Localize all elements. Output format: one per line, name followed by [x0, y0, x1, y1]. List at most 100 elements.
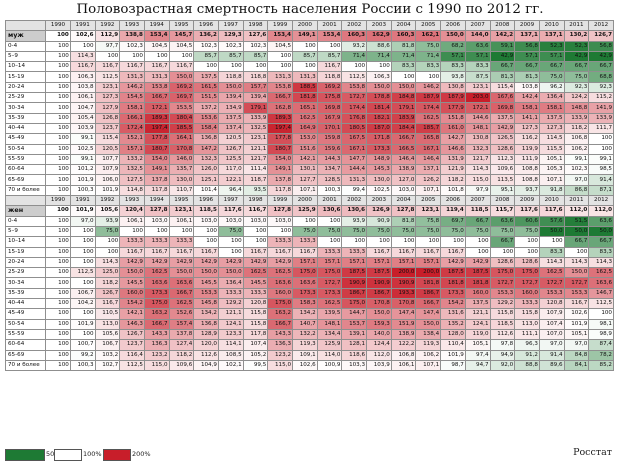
heatmap-cell: 180,5: [341, 122, 368, 135]
heatmap-cell: 162,5: [415, 112, 442, 124]
heatmap-cell: 175,0: [489, 267, 516, 279]
year-header-cell: 2009: [514, 19, 540, 32]
heatmap-cell: 131,6: [440, 308, 466, 320]
heatmap-cell: 184,8: [390, 92, 417, 104]
heatmap-cell: 167,1: [341, 143, 368, 155]
heatmap-cell: 145,5: [119, 277, 145, 289]
heatmap-cell: 123,1: [415, 205, 442, 217]
heatmap-cell: 114,3: [588, 256, 614, 269]
age-group-row: 70 и более 100 100,3 102,7 112,5 115,0 109,6 10…: [4, 359, 614, 372]
heatmap-cell: 137,8: [168, 328, 195, 341]
heatmap-cell: 150,0: [193, 267, 219, 279]
heatmap-cell: 174,4: [415, 102, 442, 114]
heatmap-cell: 102,1: [217, 359, 244, 372]
year-header-cell: 2009: [514, 195, 540, 207]
heatmap-cell: 105,6: [94, 205, 121, 217]
heatmap-cell: 105,4: [69, 112, 96, 124]
heatmap-cell: 140,0: [366, 328, 392, 341]
heatmap-cell: 157,1: [119, 143, 145, 155]
heatmap-cell: 103,0: [217, 215, 244, 227]
year-header-cell: 2003: [366, 19, 392, 32]
heatmap-cell: 100: [415, 236, 442, 248]
row-label: муж: [4, 30, 47, 42]
heatmap-cell: 173,3: [440, 287, 466, 300]
heatmap-cell: 145,8: [193, 298, 219, 310]
heatmap-cell: 66,7: [489, 236, 516, 248]
year-header-cell: 1998: [242, 195, 269, 207]
year-header-cell: 1993: [119, 195, 145, 207]
heatmap-cell: 172,7: [341, 92, 368, 104]
year-header-cell: 1991: [69, 195, 96, 207]
heatmap-cell: 116,7: [168, 246, 195, 258]
heatmap-cell: 136,3: [143, 339, 170, 351]
row-label: 40-44: [4, 298, 47, 310]
heatmap-cell: 91,8: [538, 184, 565, 197]
heatmap-cell: 81,3: [489, 71, 516, 83]
heatmap-cell: 185,7: [415, 122, 442, 135]
heatmap-cell: 181,8: [440, 277, 466, 289]
heatmap-cell: 190,9: [366, 277, 392, 289]
year-header-cell: 1995: [168, 195, 195, 207]
heatmap-cell: 150,0: [563, 267, 590, 279]
heatmap-cell: 159,8: [316, 133, 343, 145]
heatmap-cell: 100: [69, 236, 96, 248]
heatmap-cell: 126,7: [217, 143, 244, 155]
heatmap-cell: 177,9: [440, 102, 466, 114]
heatmap-cell: 159,6: [316, 143, 343, 155]
age-group-row: 40-44 100 103,9 123,7 172,4 197,4 185,5 158,4 13…: [4, 122, 614, 135]
heatmap-cell: 97,8: [489, 339, 516, 351]
heatmap-cell: 100: [366, 236, 392, 248]
heatmap-cell: 148,9: [366, 153, 392, 166]
heatmap-cell: 100: [45, 359, 71, 372]
heatmap-cell: 100: [193, 61, 219, 73]
heatmap-cell: 75,8: [415, 215, 442, 227]
heatmap-cell: 118,2: [94, 277, 121, 289]
heatmap-cell: 127,3: [94, 92, 121, 104]
heatmap-cell: 158,1: [514, 102, 540, 114]
heatmap-cell: 163,6: [292, 277, 318, 289]
heatmap-cell: 190,9: [390, 277, 417, 289]
heatmap-cell: 123,3: [217, 328, 244, 341]
heatmap-cell: 124,1: [464, 318, 491, 330]
heatmap-cell: 107,4: [242, 339, 269, 351]
heatmap-cell: 104,5: [168, 40, 195, 52]
heatmap-cell: 100: [69, 328, 96, 341]
heatmap-cell: 143,3: [267, 328, 294, 341]
heatmap-cell: 75,0: [538, 71, 565, 83]
heatmap-cell: 111,1: [514, 328, 540, 341]
heatmap-cell: 116,7: [390, 246, 417, 258]
heatmap-cell: 99,1: [69, 133, 96, 145]
heatmap-cell: 87,1: [588, 184, 614, 197]
heatmap-cell: 121,7: [464, 153, 491, 166]
heatmap-cell: 118,8: [217, 71, 244, 83]
age-group-row: 55-59 100 100 105,6 126,7 143,3 137,8 128,9 123,…: [4, 328, 614, 341]
heatmap-cell: 146,3: [119, 318, 145, 330]
heatmap-cell: 59,1: [489, 40, 516, 52]
heatmap-cell: 137,5: [489, 112, 516, 124]
heatmap-cell: 157,4: [168, 318, 195, 330]
heatmap-cell: 42,9: [588, 50, 614, 63]
heatmap-cell: 100: [45, 50, 71, 63]
heatmap-cell: 113,5: [489, 174, 516, 186]
heatmap-cell: 97,7: [94, 40, 121, 52]
heatmap-cell: 157,1: [292, 256, 318, 269]
heatmap-cell: 100: [45, 277, 71, 289]
year-header-cell: 2005: [415, 19, 442, 32]
heatmap-cell: 127,3: [538, 122, 565, 135]
heatmap-cell: 100: [316, 40, 343, 52]
heatmap-cell: 100: [45, 143, 71, 155]
heatmap-cell: 127,4: [168, 339, 195, 351]
heatmap-cell: 125,9: [292, 205, 318, 217]
heatmap-cell: 172,7: [316, 277, 343, 289]
heatmap-cell: 75,0: [464, 225, 491, 238]
heatmap-cell: 97,0: [69, 215, 96, 227]
age-group-row: 15-19 100 100 100 116,7 116,7 116,7 116,7 100 116…: [4, 246, 614, 258]
heatmap-cell: 100: [45, 133, 71, 145]
heatmap-cell: 189,3: [267, 112, 294, 124]
heatmap-cell: 130,0: [366, 174, 392, 186]
heatmap-cell: 175,0: [341, 298, 368, 310]
heatmap-cell: 106,3: [366, 71, 392, 83]
year-header-cell: 1996: [193, 195, 219, 207]
heatmap-cell: 123,7: [94, 122, 121, 135]
heatmap-cell: 167,5: [341, 133, 368, 145]
